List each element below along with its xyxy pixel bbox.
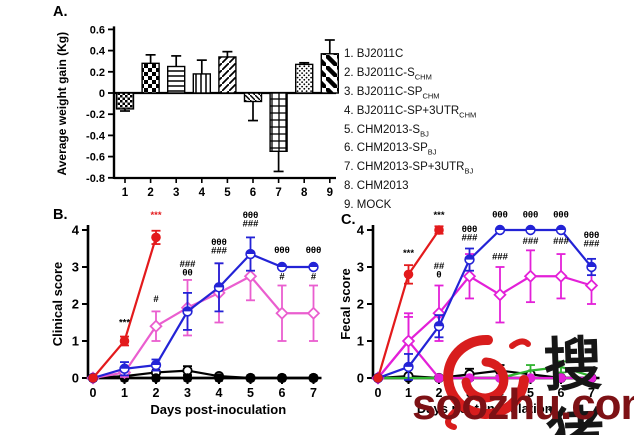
svg-text:0: 0 xyxy=(72,371,79,386)
svg-text:Fecal score: Fecal score xyxy=(338,268,353,340)
svg-text:7: 7 xyxy=(588,386,595,400)
svg-text:-0.4: -0.4 xyxy=(86,130,106,142)
svg-text:0: 0 xyxy=(99,88,105,100)
svg-text:3: 3 xyxy=(184,386,191,400)
svg-text:#: # xyxy=(279,272,285,283)
svg-text:-0.6: -0.6 xyxy=(86,152,105,164)
svg-text:###: ### xyxy=(553,236,570,247)
legend-item: 9. MOCK xyxy=(344,199,392,212)
svg-text:8: 8 xyxy=(301,187,308,199)
legend-item: 1. BJ2011C xyxy=(344,48,404,60)
svg-text:θθθ: θθθ xyxy=(243,210,258,221)
svg-text:Average weight gain (Kg): Average weight gain (Kg) xyxy=(55,32,69,176)
panel-c-label: C. xyxy=(341,212,356,228)
svg-text:###: ### xyxy=(584,239,601,250)
svg-text:1: 1 xyxy=(72,334,79,349)
panel-a-label: A. xyxy=(53,4,68,20)
svg-text:θθθ: θθθ xyxy=(523,209,538,220)
svg-text:###: ### xyxy=(523,236,540,247)
svg-text:###: ### xyxy=(211,245,228,256)
svg-text:θθθ: θθθ xyxy=(274,245,289,256)
svg-text:4: 4 xyxy=(72,223,80,238)
svg-text:###: ### xyxy=(180,259,197,270)
svg-text:3: 3 xyxy=(72,260,79,275)
svg-text:Days post-inoculation: Days post-inoculation xyxy=(417,401,553,416)
legend-item: 6. CHM2013-SPBJ xyxy=(344,142,437,157)
svg-text:3: 3 xyxy=(466,386,473,400)
svg-text:7: 7 xyxy=(310,386,317,400)
weight-gain-bar-chart: 0.6 0.4 0.2 0 -0.2 -0.4 -0.6 -0.8 Average weight… xyxy=(55,24,339,199)
svg-text:###: ### xyxy=(462,232,479,243)
svg-text:0.4: 0.4 xyxy=(90,46,106,58)
svg-text:1: 1 xyxy=(357,334,364,349)
svg-text:θ: θ xyxy=(436,269,441,280)
svg-text:***: *** xyxy=(403,248,414,259)
svg-text:6: 6 xyxy=(558,386,565,400)
svg-text:0: 0 xyxy=(375,386,382,400)
svg-text:***: *** xyxy=(433,210,444,221)
svg-text:4: 4 xyxy=(216,386,223,400)
clinical-score-line-chart: 0 1 2 3 4 0 1 2 3 4 5 6 7 Days post-inoculation Clinic… xyxy=(50,210,322,417)
legend-item: 4. BJ2011C-SP+3UTRCHM xyxy=(344,104,477,119)
svg-text:Clinical score: Clinical score xyxy=(50,262,65,347)
legend-item: 3. BJ2011C-SPCHM xyxy=(344,85,440,101)
svg-text:6: 6 xyxy=(250,187,256,199)
svg-text:3: 3 xyxy=(357,260,364,275)
svg-text:4: 4 xyxy=(497,386,504,400)
svg-text:4: 4 xyxy=(199,187,206,199)
svg-text:3: 3 xyxy=(173,187,179,199)
svg-text:2: 2 xyxy=(153,386,160,400)
svg-text:1: 1 xyxy=(405,386,412,400)
legend-item: 7. CHM2013-SP+3UTRBJ xyxy=(344,161,474,176)
svg-text:5: 5 xyxy=(527,386,534,400)
svg-text:2: 2 xyxy=(436,386,443,400)
svg-text:Days post-inoculation: Days post-inoculation xyxy=(150,402,286,417)
svg-text:0: 0 xyxy=(357,371,364,386)
svg-text:2: 2 xyxy=(357,297,364,312)
svg-text:***: *** xyxy=(150,210,161,221)
svg-text:***: *** xyxy=(119,317,130,328)
svg-text:θθ: θθ xyxy=(182,268,192,279)
svg-text:1: 1 xyxy=(122,187,129,199)
svg-text:θθθ: θθθ xyxy=(306,245,321,256)
panel-b-label: B. xyxy=(53,207,68,223)
svg-text:θθθ: θθθ xyxy=(492,209,507,220)
fecal-score-line-chart: 0 1 2 3 4 0 1 2 3 4 5 6 7 Days post-inoculation Fecal … xyxy=(338,209,601,416)
svg-text:##: ## xyxy=(434,261,445,272)
svg-text:θθθ: θθθ xyxy=(584,230,599,241)
svg-text:-0.8: -0.8 xyxy=(86,173,105,185)
svg-text:6: 6 xyxy=(279,386,286,400)
svg-text:1: 1 xyxy=(121,386,128,400)
svg-text:#: # xyxy=(311,272,317,283)
svg-text:0.2: 0.2 xyxy=(90,67,105,79)
svg-text:2: 2 xyxy=(72,297,79,312)
svg-text:5: 5 xyxy=(247,386,254,400)
svg-text:###: ### xyxy=(243,219,260,230)
legend-item: 2. BJ2011C-SCHM xyxy=(344,66,432,82)
svg-text:0.6: 0.6 xyxy=(90,24,105,36)
svg-text:#: # xyxy=(153,294,159,305)
legend-item: 8. CHM2013 xyxy=(344,180,409,193)
svg-text:θθθ: θθθ xyxy=(553,209,568,220)
svg-text:9: 9 xyxy=(327,187,333,199)
svg-text:###: ### xyxy=(492,252,509,263)
svg-text:7: 7 xyxy=(275,187,281,199)
svg-text:θθθ: θθθ xyxy=(462,224,477,235)
group-legend: 1. BJ2011C 2. BJ2011C-SCHM 3. BJ2011C-SP… xyxy=(344,47,476,217)
svg-text:5: 5 xyxy=(224,187,231,199)
svg-text:4: 4 xyxy=(357,223,365,238)
svg-text:θθθ: θθθ xyxy=(211,237,226,248)
legend-item: 5. CHM2013-SBJ xyxy=(344,123,429,138)
svg-text:-0.2: -0.2 xyxy=(86,109,105,121)
svg-text:2: 2 xyxy=(147,187,153,199)
svg-text:0: 0 xyxy=(90,386,97,400)
